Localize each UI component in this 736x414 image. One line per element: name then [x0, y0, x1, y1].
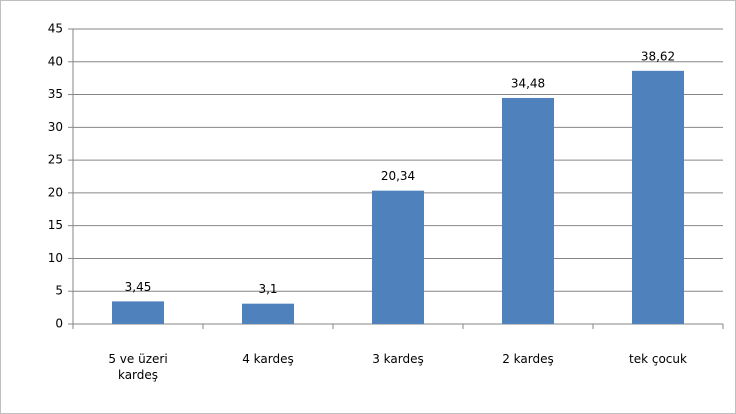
bar	[632, 70, 684, 324]
x-tick-label: 5 ve üzeri kardeş	[108, 352, 168, 382]
y-tick-label: 10	[48, 251, 63, 265]
x-tick-label: 4 kardeş	[242, 352, 294, 366]
y-tick-label: 35	[48, 87, 63, 101]
y-tick-label: 40	[48, 54, 63, 68]
y-tick-label: 20	[48, 185, 63, 199]
x-tick-label: 2 kardeş	[502, 352, 554, 366]
bar	[242, 303, 294, 324]
y-tick-label: 30	[48, 120, 63, 134]
value-label: 3,45	[125, 280, 152, 294]
value-label: 34,48	[511, 76, 545, 90]
bar	[112, 301, 164, 324]
x-tick-label: 3 kardeş	[372, 352, 424, 366]
y-tick-label: 25	[48, 153, 63, 167]
y-tick-label: 15	[48, 218, 63, 232]
value-label: 3,1	[258, 282, 277, 296]
y-tick-label: 45	[48, 22, 63, 36]
value-label: 20,34	[381, 169, 415, 183]
y-tick-label: 5	[55, 284, 63, 298]
y-tick-label: 0	[55, 317, 63, 331]
bar	[372, 190, 424, 324]
value-label: 38,62	[641, 49, 675, 63]
bar	[502, 97, 554, 324]
x-tick-label: tek çocuk	[629, 352, 687, 366]
